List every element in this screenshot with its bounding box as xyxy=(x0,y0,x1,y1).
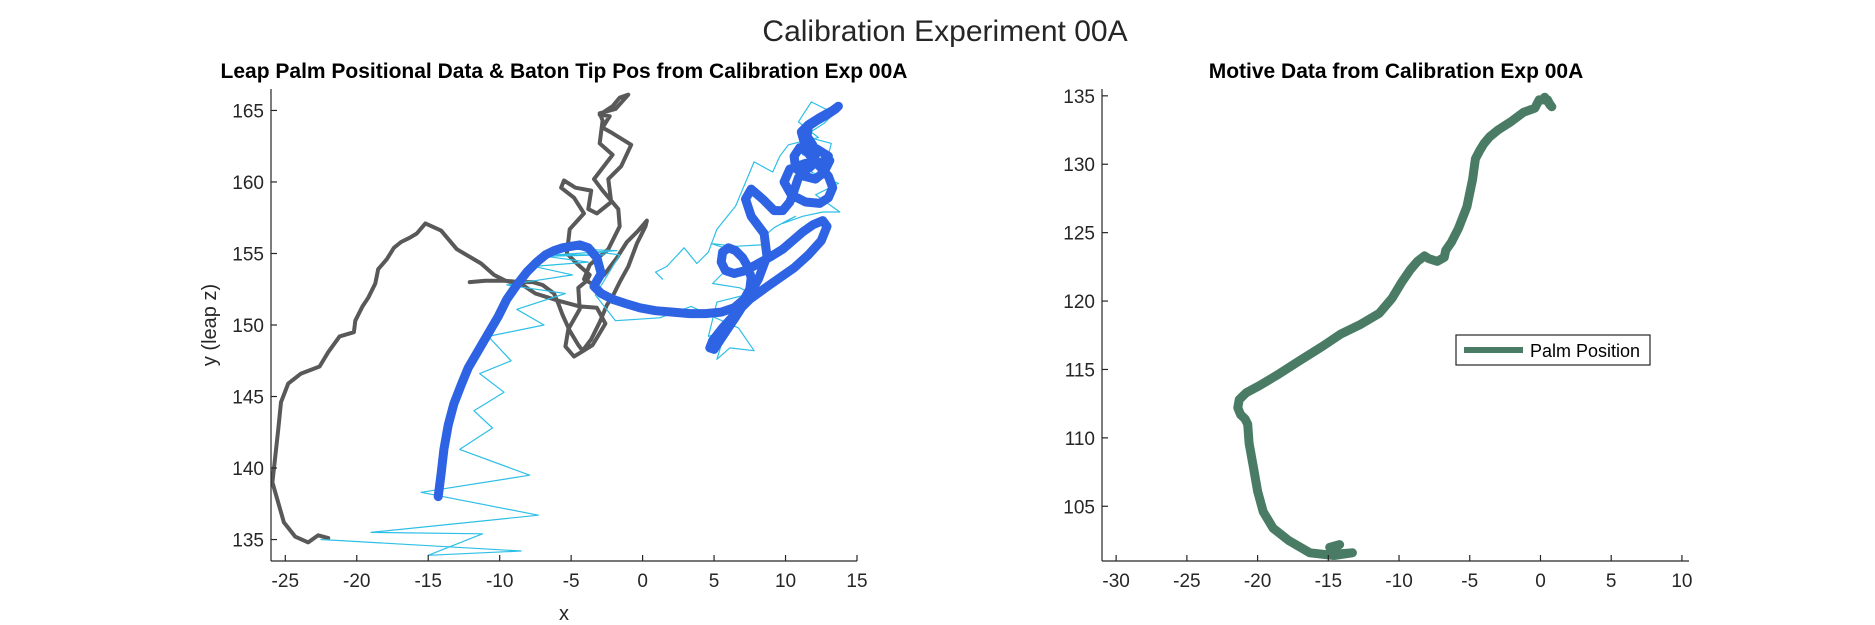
x-tick-label: 0 xyxy=(637,571,648,592)
y-tick-label: 165 xyxy=(232,101,264,122)
left-axes-title: Leap Palm Positional Data & Baton Tip Po… xyxy=(221,60,908,83)
x-tick-label: 5 xyxy=(1606,571,1617,592)
x-tick-label: -20 xyxy=(1244,571,1271,592)
left-axes: Leap Palm Positional Data & Baton Tip Po… xyxy=(199,60,907,625)
y-tick-label: 125 xyxy=(1063,224,1095,245)
left-axes-ticks: -25 -20 -15 -10 -5 0 5 10 15 135 140 145 150 155 160 16… xyxy=(232,101,867,592)
x-tick-label: 15 xyxy=(846,571,867,592)
series-line-1 xyxy=(1233,92,1557,560)
x-tick-label: 10 xyxy=(775,571,796,592)
x-tick-label: -30 xyxy=(1102,571,1129,592)
y-tick-label: 140 xyxy=(232,459,264,480)
x-tick-label: 10 xyxy=(1671,571,1692,592)
left-x-axis-label: x xyxy=(559,603,569,625)
x-tick-label: -10 xyxy=(486,571,513,592)
series-line-3 xyxy=(433,101,843,502)
x-tick-label: -25 xyxy=(272,571,299,592)
y-tick-label: 160 xyxy=(232,173,264,194)
left-y-axis-label: y (leap z) xyxy=(199,284,221,366)
series-line-1 xyxy=(270,92,649,545)
y-tick-label: 150 xyxy=(232,316,264,337)
right-axes-data-layer xyxy=(1233,92,1557,560)
y-tick-label: 135 xyxy=(1063,87,1095,108)
y-tick-label: 110 xyxy=(1065,429,1095,450)
right-axes-ticks: -30 -25 -20 -15 -10 -5 0 5 10 105 110 115 120 125 130 1… xyxy=(1063,87,1692,592)
right-axes-title: Motive Data from Calibration Exp 00A xyxy=(1209,60,1584,83)
y-tick-label: 120 xyxy=(1063,292,1095,313)
legend-entry: Palm Position xyxy=(1530,341,1640,361)
left-axes-data-layer xyxy=(270,92,843,556)
x-tick-label: 0 xyxy=(1535,571,1546,592)
x-tick-label: -5 xyxy=(1461,571,1478,592)
y-tick-label: 145 xyxy=(232,388,264,409)
y-tick-label: 105 xyxy=(1063,497,1095,518)
figure-suptitle: Calibration Experiment 00A xyxy=(762,15,1127,48)
x-tick-label: -10 xyxy=(1385,571,1412,592)
x-tick-label: -5 xyxy=(563,571,580,592)
y-tick-label: 115 xyxy=(1065,360,1095,381)
y-tick-label: 135 xyxy=(232,531,264,552)
x-tick-label: -15 xyxy=(1315,571,1342,592)
y-tick-label: 155 xyxy=(232,244,264,265)
y-tick-label: 130 xyxy=(1063,155,1095,176)
x-tick-label: 5 xyxy=(709,571,720,592)
x-tick-label: -15 xyxy=(414,571,441,592)
legend: Palm Position xyxy=(1455,334,1651,366)
right-axes: Motive Data from Calibration Exp 00A -30… xyxy=(1063,60,1692,592)
x-tick-label: -25 xyxy=(1173,571,1200,592)
x-tick-label: -20 xyxy=(343,571,370,592)
